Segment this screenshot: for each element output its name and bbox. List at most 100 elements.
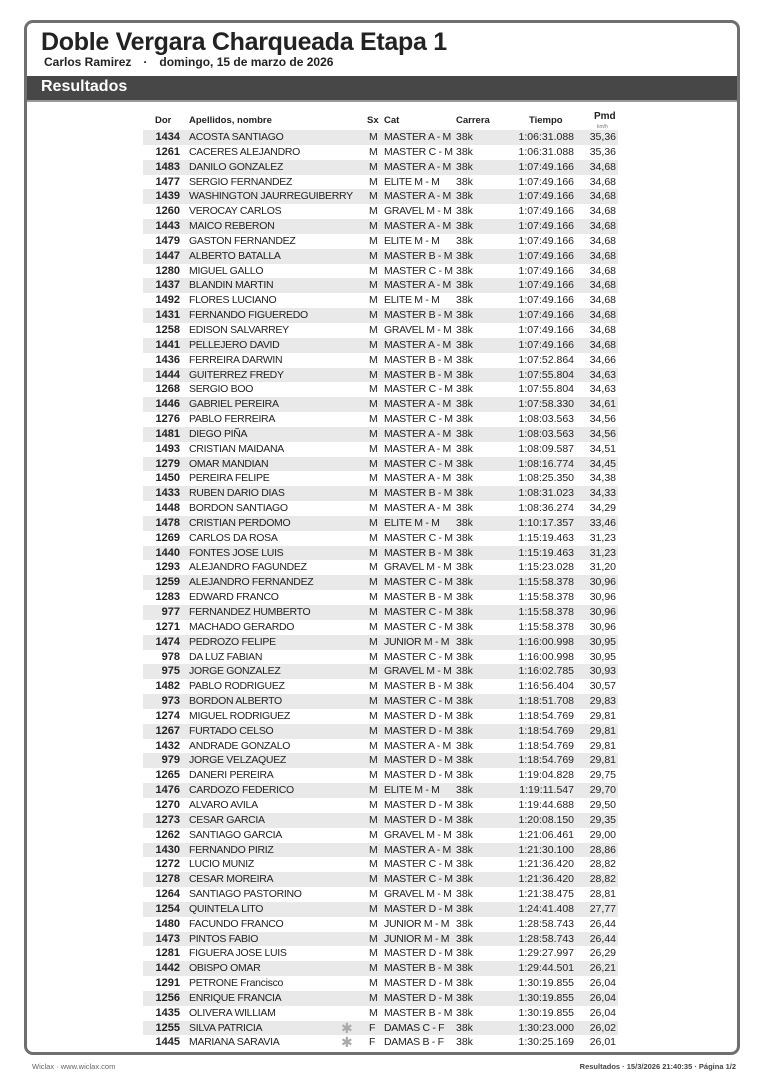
athlete-name: SANTIAGO PASTORINO	[189, 888, 302, 901]
bib-number: 1446	[155, 398, 180, 411]
table-row: 1264 SANTIAGO PASTORINO M GRAVEL M - M 38k 1:…	[143, 887, 618, 902]
time: 1:15:19.463	[518, 546, 574, 559]
avg-speed: 35,36	[589, 131, 616, 143]
sex: M	[369, 754, 378, 767]
athlete-name: FLORES LUCIANO	[189, 294, 277, 307]
athlete-name: MAICO REBERON	[189, 220, 275, 233]
race: 38k	[456, 442, 473, 455]
sex: M	[369, 546, 378, 559]
time: 1:07:49.166	[518, 309, 574, 322]
race: 38k	[456, 888, 473, 901]
avg-speed: 27,77	[589, 902, 616, 915]
category: MASTER B - M	[384, 249, 453, 262]
category: MASTER A - M	[384, 739, 451, 752]
race: 38k	[456, 413, 473, 426]
category: MASTER B - M	[384, 487, 453, 500]
category: JUNIOR M - M	[384, 635, 450, 648]
race: 38k	[456, 1006, 473, 1019]
athlete-name: FACUNDO FRANCO	[189, 917, 284, 930]
athlete-name: ALEJANDRO FERNANDEZ	[189, 576, 314, 589]
category: MASTER A - M	[384, 160, 451, 173]
race: 38k	[456, 502, 473, 515]
sex: M	[369, 502, 378, 515]
table-row: 1478 CRISTIAN PERDOMO M ELITE M - M 38k 1:10:…	[143, 515, 618, 531]
sex: M	[369, 635, 378, 648]
bib-number: 1483	[155, 160, 180, 173]
athlete-name: ALVARO AVILA	[189, 798, 258, 811]
bib-number: 1480	[155, 917, 180, 930]
sex: M	[369, 561, 378, 574]
sex: M	[369, 962, 378, 975]
bib-number: 1430	[155, 843, 180, 856]
athlete-name: PABLO RODRIGUEZ	[189, 680, 285, 693]
sex: M	[369, 769, 378, 782]
table-row: 1281 FIGUERA JOSE LUIS M MASTER D - M 38k 1:2…	[143, 946, 618, 961]
time: 1:08:16.774	[518, 457, 574, 470]
category: ELITE M - M	[384, 294, 440, 307]
race: 38k	[456, 695, 473, 708]
sex: F	[369, 1036, 376, 1049]
time: 1:29:44.501	[518, 962, 574, 975]
time: 1:07:49.166	[518, 338, 574, 351]
athlete-name: CESAR MOREIRA	[189, 873, 274, 886]
athlete-name: CARDOZO FEDERICO	[189, 784, 294, 797]
avg-speed: 34,68	[589, 205, 616, 218]
sex: M	[369, 398, 378, 411]
table-row: 1448 BORDON SANTIAGO M MASTER A - M 38k 1:08:…	[143, 501, 618, 516]
athlete-name: FERREIRA DARWIN	[189, 353, 283, 366]
athlete-name: ANDRADE GONZALO	[189, 739, 291, 752]
asterisk-icon: ✱	[341, 1019, 353, 1036]
avg-speed: 30,95	[589, 650, 616, 663]
time: 1:30:25.169	[518, 1036, 574, 1049]
category: ELITE M - M	[384, 784, 440, 797]
bib-number: 1283	[155, 591, 180, 604]
sex: M	[369, 220, 378, 233]
bib-number: 1473	[155, 932, 180, 945]
athlete-name: QUINTELA LITO	[189, 902, 264, 915]
athlete-name: SERGIO FERNANDEZ	[189, 175, 293, 188]
sex: M	[369, 784, 378, 797]
time: 1:30:23.000	[518, 1021, 574, 1034]
table-row: 973 BORDON ALBERTO M MASTER C - M 38k 1:18:51…	[143, 694, 618, 709]
category: DAMAS C - F	[384, 1021, 445, 1034]
avg-speed: 26,44	[589, 917, 616, 930]
bib-number: 1261	[155, 145, 180, 158]
avg-speed: 34,63	[589, 368, 616, 381]
table-row: 1272 LUCIO MUNIZ M MASTER C - M 38k 1:21:36.4…	[143, 857, 618, 872]
time: 1:07:49.166	[518, 294, 574, 307]
avg-speed: 35,36	[589, 145, 616, 158]
race: 38k	[456, 665, 473, 678]
bib-number: 1492	[155, 294, 180, 307]
sex: M	[369, 902, 378, 915]
category: MASTER A - M	[384, 338, 451, 351]
table-row: 975 JORGE GONZALEZ M GRAVEL M - M 38k 1:16:02…	[143, 664, 618, 680]
bib-number: 1482	[155, 680, 180, 693]
time: 1:28:58.743	[518, 917, 574, 930]
bib-number: 979	[161, 754, 180, 767]
time: 1:07:49.166	[518, 220, 574, 233]
table-row: 1450 PEREIRA FELIPE M MASTER A - M 38k 1:08:2…	[143, 471, 618, 486]
time: 1:08:36.274	[518, 502, 574, 515]
bib-number: 1278	[155, 873, 180, 886]
time: 1:08:09.587	[518, 442, 574, 455]
avg-speed: 30,95	[589, 635, 616, 648]
race: 38k	[456, 294, 473, 307]
time: 1:19:11.547	[519, 784, 574, 797]
avg-speed: 30,96	[589, 576, 616, 589]
time: 1:07:52.864	[518, 353, 574, 366]
bib-number: 1432	[155, 739, 180, 752]
time: 1:15:58.378	[518, 576, 574, 589]
table-row: 1437 BLANDIN MARTIN M MASTER A - M 38k 1:07:4…	[143, 278, 618, 294]
category: DAMAS B - F	[384, 1036, 444, 1049]
athlete-name: EDISON SALVARREY	[189, 323, 289, 336]
athlete-name: GABRIEL PEREIRA	[189, 398, 279, 411]
race: 38k	[456, 739, 473, 752]
avg-speed: 26,04	[589, 1006, 616, 1019]
athlete-name: RUBEN DARIO DIAS	[189, 487, 285, 500]
sex: M	[369, 695, 378, 708]
separator: ·	[143, 55, 148, 69]
avg-speed: 34,51	[589, 442, 616, 455]
avg-speed: 29,81	[589, 709, 616, 722]
avg-speed: 34,68	[589, 220, 616, 233]
time: 1:06:31.088	[518, 131, 574, 143]
